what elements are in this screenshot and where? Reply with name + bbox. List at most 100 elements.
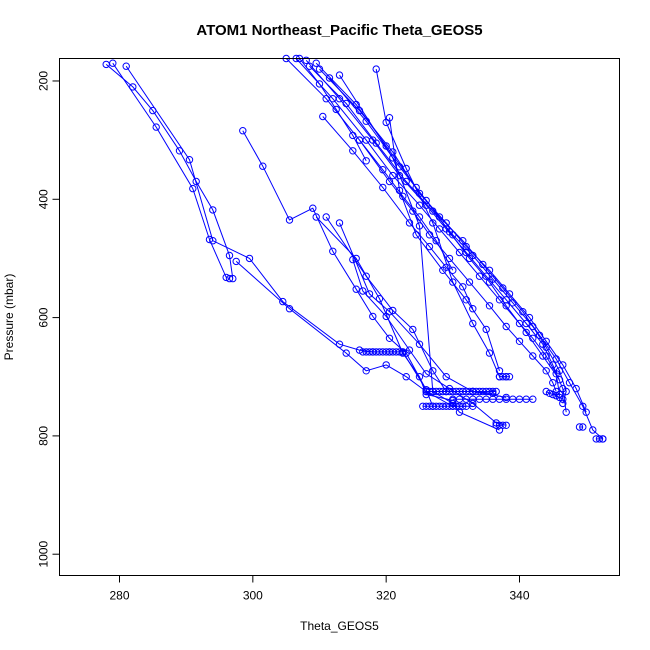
- data-point: [562, 387, 570, 396]
- data-point: [382, 361, 390, 369]
- series-6: [312, 213, 457, 405]
- data-point: [312, 213, 320, 221]
- data-point: [402, 373, 410, 381]
- data-point: [505, 290, 514, 298]
- data-point: [365, 290, 374, 298]
- data-point: [529, 352, 537, 360]
- data-point: [502, 373, 510, 381]
- x-axis: 280 300 320 340: [109, 575, 530, 603]
- series-31: [492, 421, 507, 429]
- series-line: [112, 62, 230, 280]
- data-point: [335, 95, 344, 103]
- series-24: [419, 402, 470, 410]
- data-point: [579, 423, 587, 431]
- series-23: [422, 387, 500, 396]
- data-point: [415, 373, 424, 381]
- data-point: [259, 162, 267, 170]
- data-point: [502, 322, 510, 331]
- data-point: [362, 367, 370, 375]
- data-point: [582, 408, 590, 416]
- data-point: [505, 373, 514, 381]
- data-point: [322, 213, 330, 221]
- data-point: [355, 136, 364, 144]
- data-point: [449, 266, 457, 274]
- data-point: [285, 305, 294, 313]
- data-point: [335, 71, 344, 79]
- data-point: [209, 206, 217, 214]
- data-point: [539, 352, 547, 360]
- data-point: [319, 112, 327, 121]
- y-tick-label: 1000: [37, 541, 51, 568]
- data-point: [415, 340, 424, 348]
- data-point: [559, 395, 567, 403]
- series-line: [329, 77, 560, 380]
- data-point: [389, 306, 397, 315]
- data-point: [335, 219, 344, 227]
- y-tick-label: 200: [37, 71, 51, 91]
- data-point: [465, 278, 474, 286]
- series-30: [575, 423, 587, 431]
- series-28: [542, 387, 567, 403]
- data-point: [245, 254, 254, 263]
- series-12: [385, 114, 504, 375]
- data-point: [395, 348, 404, 356]
- series-line: [322, 116, 474, 309]
- data-point: [412, 183, 420, 192]
- data-point: [349, 147, 357, 155]
- series-21: [355, 136, 457, 274]
- data-point: [485, 302, 494, 310]
- data-point: [225, 274, 234, 283]
- data-point: [449, 278, 457, 286]
- series-5: [232, 257, 477, 410]
- data-point: [225, 251, 234, 260]
- data-point: [422, 370, 430, 378]
- series-19: [325, 74, 564, 384]
- data-point: [542, 367, 550, 375]
- data-point: [485, 266, 494, 274]
- data-point: [375, 295, 384, 303]
- series-25: [449, 395, 537, 403]
- data-point: [599, 435, 607, 443]
- data-point: [499, 421, 507, 429]
- data-point: [372, 65, 380, 73]
- y-axis-label: Pressure (mbar): [2, 274, 16, 361]
- data-point: [522, 319, 530, 328]
- data-point: [342, 349, 350, 357]
- data-point: [485, 278, 494, 286]
- data-point: [305, 62, 314, 70]
- series-line: [235, 261, 473, 407]
- data-point: [469, 399, 477, 408]
- data-point: [325, 74, 334, 82]
- series-2: [109, 59, 234, 283]
- data-point: [525, 313, 534, 322]
- data-point: [362, 272, 370, 280]
- data-point: [429, 367, 437, 375]
- x-axis-label: Theta_GEOS5: [300, 619, 379, 633]
- chart-title: ATOM1 Northeast_Pacific Theta_GEOS5: [196, 22, 482, 39]
- data-point: [492, 387, 500, 396]
- data-point: [189, 184, 197, 193]
- data-point: [479, 260, 487, 269]
- data-point: [152, 123, 160, 131]
- data-point: [399, 348, 407, 356]
- x-tick-label: 280: [109, 589, 129, 603]
- data-point: [562, 408, 570, 416]
- series-29: [592, 435, 607, 443]
- x-tick-label: 320: [376, 589, 396, 603]
- data-point: [349, 131, 357, 140]
- data-point: [462, 242, 470, 251]
- series-line: [339, 222, 507, 398]
- series-group: [102, 54, 607, 443]
- data-point: [399, 192, 407, 201]
- data-point: [405, 219, 414, 227]
- plot-frame: [59, 58, 620, 576]
- plot-area: [59, 54, 620, 576]
- data-point: [122, 62, 130, 70]
- data-point: [572, 384, 580, 393]
- series-26: [359, 348, 407, 356]
- series-line: [299, 58, 367, 162]
- data-point: [482, 325, 490, 334]
- data-point: [395, 163, 404, 171]
- series-18: [315, 65, 590, 416]
- series-line: [352, 259, 507, 426]
